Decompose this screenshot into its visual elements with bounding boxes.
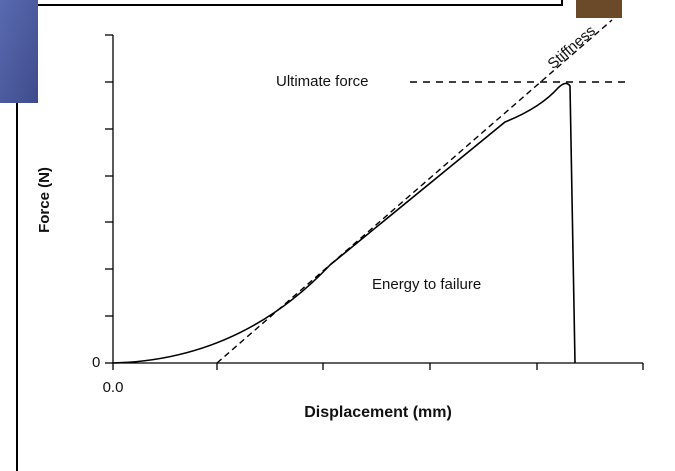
y-tick-label: 0: [92, 354, 100, 371]
annotation: Ultimate force: [276, 73, 369, 90]
x-axis-label: Displacement (mm): [304, 404, 452, 421]
annotation: Energy to failure: [372, 276, 481, 293]
axes: [105, 34, 644, 370]
annotation: Stiffness: [544, 22, 598, 72]
x-tick-label: 0.0: [103, 379, 124, 396]
y-axis-label: Force (N): [36, 167, 53, 233]
stiffness-line: [216, 19, 613, 364]
force-curve: [112, 82, 576, 364]
corner-decoration: [0, 0, 38, 103]
image-fragment: [576, 0, 622, 18]
